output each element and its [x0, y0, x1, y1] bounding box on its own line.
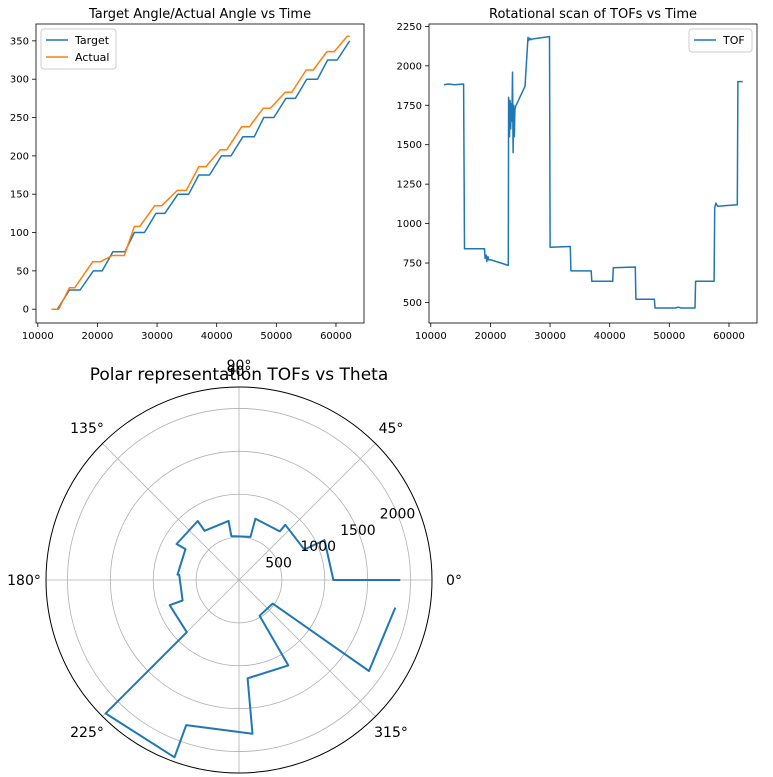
legend: Target Actual	[40, 28, 117, 70]
legend-label: Target	[74, 34, 110, 47]
x-tick-label: 60000	[713, 331, 745, 342]
x-tick-label: 30000	[534, 331, 566, 342]
theta-tick-label: 180°	[7, 573, 41, 589]
x-tick-label: 40000	[201, 331, 233, 342]
y-tick-label: 1000	[397, 219, 422, 230]
polar-series-line	[104, 517, 401, 759]
x-tick-label: 20000	[475, 331, 507, 342]
plot-frame	[428, 23, 758, 324]
theta-tick-label: 315°	[374, 725, 408, 741]
y-tick-label: 150	[10, 190, 29, 201]
theta-gridline	[102, 443, 240, 581]
legend-box	[40, 28, 117, 70]
chart-tof-vs-time: Rotational scan of TOFs vs Time 10000 2000…	[397, 7, 758, 342]
theta-tick-label-90: 90°	[227, 364, 252, 380]
y-tick-label: 250	[10, 113, 29, 124]
y-tick-label: 500	[403, 298, 422, 309]
r-gridcircle	[152, 493, 326, 667]
legend-label: TOF	[722, 34, 745, 47]
y-tick-label: 300	[10, 75, 29, 86]
x-tick-label: 10000	[415, 331, 447, 342]
r-tick-label: 2000	[380, 506, 416, 522]
r-gridcircle	[67, 408, 411, 752]
legend: TOF	[688, 28, 753, 53]
series-line-target	[51, 40, 351, 310]
series-line-actual	[51, 35, 350, 310]
y-tick-label: 2000	[397, 61, 422, 72]
x-tick-label: 30000	[141, 331, 173, 342]
theta-tick-label: 90°	[227, 358, 252, 374]
x-tick-label: 20000	[82, 331, 114, 342]
x-tick-label: 50000	[260, 331, 292, 342]
y-tick-label: 50	[16, 266, 29, 277]
chart-title: Rotational scan of TOFs vs Time	[489, 7, 697, 22]
y-tick-label: 100	[10, 228, 29, 239]
y-tick-label: 750	[403, 259, 422, 270]
theta-tick-label: 135°	[70, 421, 104, 437]
y-tick-label: 0	[23, 305, 29, 316]
theta-tick-label: 225°	[70, 725, 104, 741]
chart-title: Target Angle/Actual Angle vs Time	[88, 7, 311, 22]
legend-label: Actual	[75, 51, 109, 64]
y-tick-label: 200	[10, 151, 29, 162]
x-tick-label: 40000	[594, 331, 626, 342]
polar-frame	[45, 386, 433, 774]
y-tick-label: 1250	[397, 180, 422, 191]
r-tick-label: 1000	[300, 539, 336, 555]
series-line-tof	[443, 35, 743, 309]
chart-angles-vs-time: Target Angle/Actual Angle vs Time 10000 20…	[10, 7, 365, 342]
r-tick-label: 500	[265, 556, 292, 572]
plot-frame	[35, 23, 365, 324]
y-tick-label: 1750	[397, 101, 422, 112]
x-tick-label: 10000	[22, 331, 54, 342]
legend-box	[688, 28, 753, 53]
y-tick-label: 1500	[397, 140, 422, 151]
x-tick-label: 50000	[653, 331, 685, 342]
theta-gridline	[238, 443, 376, 581]
r-tick-label: 1500	[340, 523, 376, 539]
x-tick-label: 60000	[320, 331, 352, 342]
theta-tick-label: 0°	[446, 573, 462, 589]
theta-tick-label: 45°	[379, 421, 404, 437]
y-tick-label: 2250	[397, 22, 422, 33]
chart-polar-tof-vs-theta: Polar representation TOFs vs Theta 500 100…	[7, 358, 462, 774]
y-tick-label: 350	[10, 36, 29, 47]
theta-gridline	[238, 579, 376, 717]
chart-title: Polar representation TOFs vs Theta	[90, 365, 389, 385]
